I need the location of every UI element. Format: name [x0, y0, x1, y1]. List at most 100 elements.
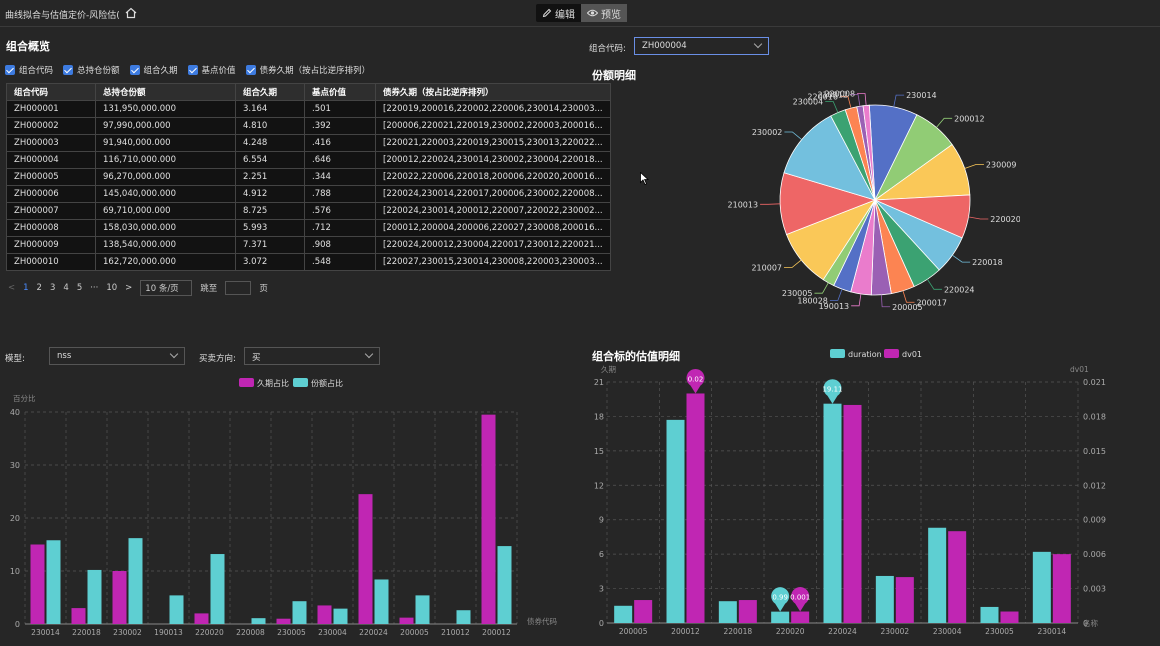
pie-label-line — [784, 259, 802, 268]
table-cell: ZH000002 — [6, 117, 96, 135]
column-header[interactable]: 基点价值 — [304, 83, 376, 101]
y-tick-label: 18 — [594, 412, 604, 421]
pie-label: 220018 — [972, 258, 1003, 267]
y-axis-title: 百分比 — [13, 393, 36, 403]
pie-label: 220008 — [825, 89, 856, 98]
x-tick-label: 230004 — [933, 627, 962, 636]
table-row[interactable]: ZH000003 91,940,000.000 4.248.416 [220021,2… — [6, 134, 611, 152]
column-toggle[interactable]: 债券久期（按占比逆序排列） — [245, 64, 370, 76]
page-unit-label: 页 — [259, 284, 268, 294]
chevron-down-icon — [753, 39, 763, 49]
page-number[interactable]: 1 — [23, 283, 29, 293]
table-cell: ZH000004 — [6, 151, 96, 169]
pie-label: 210013 — [728, 200, 759, 209]
table-row[interactable]: ZH000007 69,710,000.000 8.725.576 [220024,2… — [6, 202, 611, 220]
bar — [928, 527, 947, 623]
checkbox-checked-icon[interactable] — [5, 65, 15, 75]
legend-label: duration — [848, 350, 882, 359]
table-row[interactable]: ZH000001 131,950,000.000 3.164.501 [220019,… — [6, 100, 611, 118]
bar — [194, 613, 209, 624]
column-toggle-label: 组合代码 — [19, 66, 54, 76]
checkbox-checked-icon[interactable] — [245, 65, 256, 75]
overview-title: 组合概览 — [6, 40, 50, 53]
x-axis-title: 名称 — [1083, 618, 1099, 628]
bar — [358, 494, 373, 624]
pie-label: 230014 — [906, 91, 937, 100]
table-cell: ZH000007 — [6, 202, 96, 220]
page-number[interactable]: 4 — [63, 283, 69, 293]
checkbox-checked-icon[interactable] — [187, 65, 198, 75]
pencil-icon — [542, 8, 552, 18]
table-cell: 116,710,000.000 — [95, 151, 236, 169]
legend-swatch — [884, 349, 899, 358]
table-cell: ZH000006 — [6, 185, 96, 203]
bar — [614, 605, 633, 623]
pie-label-line — [952, 254, 971, 263]
table-row[interactable]: ZH000004 116,710,000.000 6.554.646 [200012,… — [6, 151, 611, 169]
jump-input[interactable] — [225, 281, 252, 295]
page-number[interactable]: 5 — [76, 283, 83, 293]
direction-select[interactable]: 买 — [244, 347, 380, 365]
column-toggle[interactable]: 总持仓份额 — [63, 64, 120, 76]
table-cell: [220024,230014,220017,200006,230002,2200… — [375, 185, 611, 203]
model-select[interactable]: nss — [49, 347, 185, 365]
table-row[interactable]: ZH000005 96,270,000.000 2.251.344 [220022,2… — [6, 168, 611, 186]
x-tick-label: 220008 — [236, 628, 265, 637]
x-tick-label: 220020 — [195, 628, 224, 637]
bar — [333, 608, 348, 624]
marker-pin — [791, 587, 810, 612]
bar — [87, 569, 102, 624]
x-tick-label: 220018 — [72, 628, 101, 637]
page-ellipsis[interactable]: ··· — [90, 283, 99, 293]
table-row[interactable]: ZH000006 145,040,000.000 4.912.788 [220024,… — [6, 185, 611, 203]
page-number[interactable]: 3 — [49, 283, 56, 293]
table-cell: [200006,220021,220019,230002,220003,2000… — [375, 117, 611, 135]
pie-label: 210007 — [751, 264, 782, 273]
column-header[interactable]: 总持仓份额 — [95, 83, 236, 101]
table-cell: 8.725 — [235, 202, 305, 220]
table-row[interactable]: ZH000002 97,990,000.000 4.810.392 [200006,2… — [6, 117, 611, 135]
table-row[interactable]: ZH000008 158,030,000.000 5.993.712 [200012,… — [6, 219, 611, 237]
x-tick-label: 200005 — [619, 627, 648, 636]
portfolio-code-select[interactable]: ZH000004 — [634, 37, 769, 55]
column-header[interactable]: 债券久期（按占比逆序排列） — [375, 83, 611, 101]
checkbox-checked-icon[interactable] — [63, 65, 74, 75]
column-toggle[interactable]: 基点价值 — [187, 64, 236, 76]
bar — [210, 554, 225, 624]
bar — [791, 611, 810, 623]
table-cell: ZH000001 — [6, 100, 96, 118]
pie-label-line — [857, 93, 867, 106]
bar — [738, 600, 757, 623]
home-icon[interactable] — [124, 6, 138, 20]
preview-button[interactable]: 预览 — [581, 4, 627, 22]
page-number[interactable]: 10 — [106, 283, 118, 293]
y-tick-label: 12 — [594, 481, 604, 490]
bar — [666, 419, 685, 623]
column-toggle-label: 总持仓份额 — [77, 66, 120, 76]
table-cell: 2.251 — [235, 168, 305, 186]
table-cell: 5.993 — [235, 219, 305, 237]
pie-label-line — [851, 293, 862, 307]
table-row[interactable]: ZH000009 138,540,000.000 7.371.908 [220024,… — [6, 236, 611, 254]
column-header[interactable]: 组合代码 — [6, 83, 96, 101]
prev-page-button[interactable]: < — [8, 283, 16, 293]
bar — [895, 577, 914, 623]
column-toggle[interactable]: 组合代码 — [5, 64, 53, 76]
pie-label-line — [936, 117, 953, 128]
table-cell: 7.371 — [235, 236, 305, 254]
pie-label-line — [927, 279, 942, 290]
page-number[interactable]: 2 — [36, 283, 42, 293]
table-row[interactable]: ZH000010 162,720,000.000 3.072.548 [220027,… — [6, 253, 611, 271]
page-size-select[interactable]: 10 条/页 — [140, 280, 193, 296]
model-label: 模型: — [5, 354, 25, 364]
table-cell: [220019,200016,220002,220006,230014,2300… — [375, 100, 611, 118]
column-toggle[interactable]: 组合久期 — [129, 64, 178, 76]
table-cell: 145,040,000.000 — [95, 185, 236, 203]
table-cell: .548 — [304, 253, 376, 271]
column-header[interactable]: 组合久期 — [235, 83, 305, 101]
edit-button[interactable]: 编辑 — [536, 4, 581, 22]
legend-swatch — [239, 378, 254, 387]
next-page-button[interactable]: > — [125, 283, 133, 293]
checkbox-checked-icon[interactable] — [129, 65, 140, 75]
